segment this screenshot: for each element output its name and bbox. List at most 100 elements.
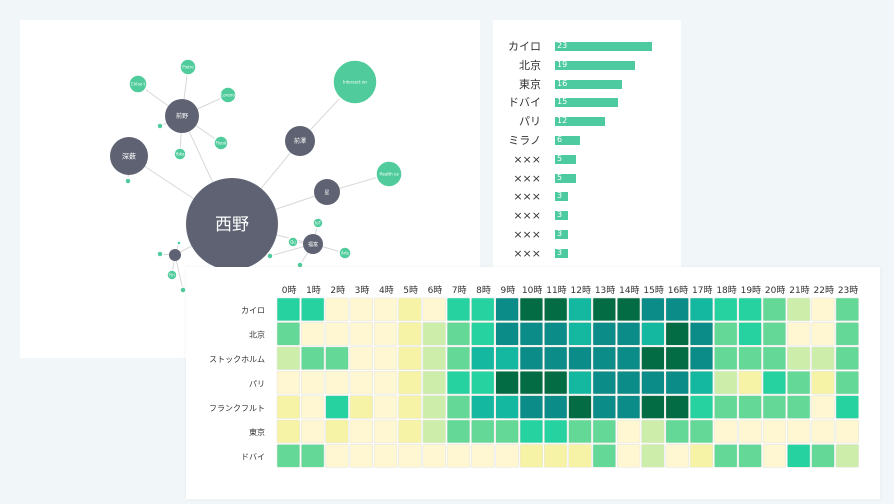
heatmap-cell[interactable]: [301, 444, 325, 468]
heatmap-cell[interactable]: [446, 346, 471, 371]
heatmap-cell[interactable]: [835, 346, 860, 371]
heatmap-cell[interactable]: [738, 419, 762, 444]
heatmap-cell[interactable]: [714, 346, 738, 371]
heatmap-cell[interactable]: [592, 322, 616, 346]
heatmap-cell[interactable]: [325, 395, 349, 419]
heatmap-cell[interactable]: [495, 444, 519, 468]
network-leaf-node[interactable]: [156, 250, 164, 258]
heatmap-cell[interactable]: [325, 370, 349, 395]
heatmap-cell[interactable]: [495, 370, 519, 395]
heatmap-cell[interactable]: [301, 322, 325, 346]
heatmap-cell[interactable]: [714, 370, 738, 395]
heatmap-cell[interactable]: [422, 395, 446, 419]
heatmap-cell[interactable]: [835, 370, 860, 395]
heatmap-cell[interactable]: [519, 444, 544, 468]
network-leaf-node[interactable]: Loreno: [219, 86, 237, 104]
heatmap-cell[interactable]: [811, 322, 835, 346]
heatmap-cell[interactable]: [276, 395, 301, 419]
heatmap-cell[interactable]: [519, 346, 544, 371]
heatmap-cell[interactable]: [422, 419, 446, 444]
heatmap-cell[interactable]: [665, 395, 689, 419]
heatmap-cell[interactable]: [373, 419, 398, 444]
heatmap-cell[interactable]: [665, 346, 689, 371]
heatmap-cell[interactable]: [689, 297, 714, 322]
heatmap-cell[interactable]: [835, 419, 860, 444]
heatmap-cell[interactable]: [665, 419, 689, 444]
heatmap-cell[interactable]: [689, 395, 714, 419]
heatmap-cell[interactable]: [373, 322, 398, 346]
heatmap-cell[interactable]: [568, 444, 592, 468]
heatmap-cell[interactable]: [398, 370, 422, 395]
heatmap-cell[interactable]: [446, 370, 471, 395]
heatmap-cell[interactable]: [325, 419, 349, 444]
heatmap-cell[interactable]: [349, 419, 373, 444]
heatmap-cell[interactable]: [373, 346, 398, 371]
heatmap-cell[interactable]: [665, 370, 689, 395]
heatmap-cell[interactable]: [422, 322, 446, 346]
heatmap-cell[interactable]: [786, 370, 811, 395]
network-hub-node[interactable]: 星: [314, 179, 340, 205]
heatmap-cell[interactable]: [471, 297, 495, 322]
network-hub-node[interactable]: 西野: [186, 178, 278, 270]
heatmap-cell[interactable]: [835, 395, 860, 419]
heatmap-cell[interactable]: [811, 395, 835, 419]
network-leaf-node[interactable]: Flood: [213, 135, 229, 151]
heatmap-cell[interactable]: [422, 297, 446, 322]
heatmap-cell[interactable]: [568, 322, 592, 346]
heatmap-cell[interactable]: [276, 297, 301, 322]
heatmap-cell[interactable]: [325, 346, 349, 371]
bar[interactable]: 12: [555, 116, 606, 127]
bar[interactable]: 6: [555, 135, 581, 145]
heatmap-cell[interactable]: [714, 395, 738, 419]
network-leaf-node[interactable]: IoT: [312, 217, 324, 229]
heatmap-cell[interactable]: [714, 444, 738, 468]
heatmap-cell[interactable]: [665, 322, 689, 346]
heatmap-cell[interactable]: [568, 346, 592, 371]
heatmap-cell[interactable]: [641, 395, 665, 419]
heatmap-cell[interactable]: [446, 322, 471, 346]
heatmap-cell[interactable]: [398, 395, 422, 419]
heatmap-cell[interactable]: [349, 395, 373, 419]
heatmap-cell[interactable]: [373, 395, 398, 419]
heatmap-cell[interactable]: [592, 419, 616, 444]
heatmap-cell[interactable]: [543, 395, 568, 419]
heatmap-cell[interactable]: [349, 322, 373, 346]
heatmap-cell[interactable]: [446, 297, 471, 322]
heatmap-cell[interactable]: [471, 444, 495, 468]
heatmap-cell[interactable]: [811, 370, 835, 395]
heatmap-cell[interactable]: [616, 322, 641, 346]
heatmap-cell[interactable]: [495, 322, 519, 346]
heatmap-cell[interactable]: [398, 444, 422, 468]
heatmap-cell[interactable]: [495, 346, 519, 371]
heatmap-cell[interactable]: [325, 297, 349, 322]
heatmap-cell[interactable]: [762, 395, 787, 419]
heatmap-cell[interactable]: [349, 370, 373, 395]
heatmap-cell[interactable]: [689, 370, 714, 395]
bar[interactable]: 15: [555, 97, 618, 108]
heatmap-cell[interactable]: [714, 322, 738, 346]
heatmap-cell[interactable]: [641, 322, 665, 346]
heatmap-cell[interactable]: [714, 419, 738, 444]
heatmap-cell[interactable]: [373, 370, 398, 395]
heatmap-cell[interactable]: [762, 444, 787, 468]
heatmap-cell[interactable]: [641, 370, 665, 395]
heatmap-cell[interactable]: [689, 444, 714, 468]
heatmap-cell[interactable]: [616, 370, 641, 395]
heatmap-cell[interactable]: [835, 322, 860, 346]
heatmap-cell[interactable]: [471, 370, 495, 395]
heatmap-cell[interactable]: [422, 346, 446, 371]
heatmap-cell[interactable]: [592, 395, 616, 419]
network-leaf-node[interactable]: [156, 122, 164, 130]
heatmap-cell[interactable]: [276, 419, 301, 444]
bar[interactable]: 19: [555, 60, 635, 70]
heatmap-cell[interactable]: [786, 419, 811, 444]
heatmap-cell[interactable]: [714, 297, 738, 322]
heatmap-cell[interactable]: [835, 444, 860, 468]
heatmap-cell[interactable]: [373, 444, 398, 468]
heatmap-cell[interactable]: [592, 346, 616, 371]
heatmap-cell[interactable]: [543, 370, 568, 395]
heatmap-cell[interactable]: [301, 395, 325, 419]
heatmap-cell[interactable]: [495, 419, 519, 444]
network-leaf-node[interactable]: Pietro: [179, 58, 197, 76]
network-leaf-node[interactable]: Health ca: [375, 160, 403, 188]
